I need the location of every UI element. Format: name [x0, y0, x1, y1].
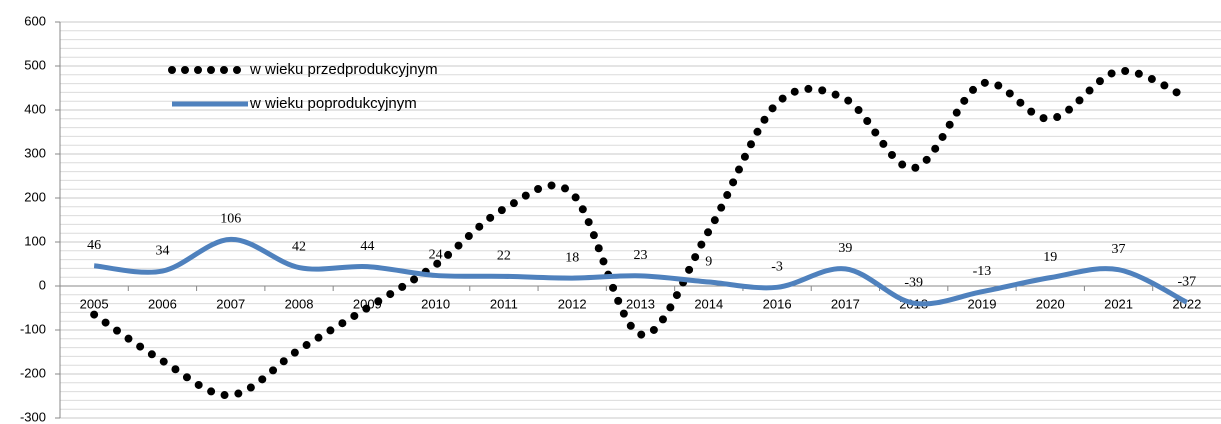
data-label: 44	[360, 239, 374, 254]
x-tick-label: 2016	[763, 296, 792, 311]
data-label: -37	[1178, 274, 1197, 289]
legend-label: w wieku przedprodukcyjnym	[249, 61, 438, 78]
y-tick-label: -200	[20, 365, 46, 380]
y-tick-label: 0	[39, 277, 46, 292]
data-label: 24	[429, 248, 443, 263]
series-line	[93, 236, 1188, 307]
data-label: 39	[838, 241, 852, 256]
data-label: 42	[292, 240, 306, 255]
x-tick-label: 2012	[558, 296, 587, 311]
data-label: 46	[87, 238, 101, 253]
data-label: -3	[771, 260, 783, 275]
data-label: 9	[705, 254, 712, 269]
data-label: 22	[497, 249, 511, 264]
x-tick-label: 2017	[831, 296, 860, 311]
y-tick-label: -100	[20, 321, 46, 336]
data-label: 34	[155, 243, 169, 258]
data-label: -39	[904, 275, 923, 290]
x-tick-label: 2006	[148, 296, 177, 311]
data-label: 106	[220, 212, 241, 227]
data-label: 37	[1112, 242, 1126, 257]
x-tick-label: 2014	[694, 296, 723, 311]
x-tick-label: 2008	[285, 296, 314, 311]
y-tick-label: 100	[24, 233, 46, 248]
x-tick-label: 2019	[968, 296, 997, 311]
x-tick-label: 2010	[421, 296, 450, 311]
data-label: -13	[973, 264, 992, 279]
x-tick-label: 2013	[626, 296, 655, 311]
legend-label: w wieku poprodukcyjnym	[249, 95, 417, 112]
data-label: 18	[565, 250, 579, 265]
x-tick-label: 2020	[1036, 296, 1065, 311]
series-line	[90, 67, 1191, 400]
x-tick-label: 2021	[1104, 296, 1133, 311]
x-tick-label: 2011	[490, 296, 518, 311]
y-tick-label: 500	[24, 57, 46, 72]
x-tick-label: 2007	[216, 296, 245, 311]
data-label: 19	[1043, 250, 1057, 265]
x-tick-label: 2005	[80, 296, 109, 311]
y-tick-label: 300	[24, 145, 46, 160]
y-tick-label: -300	[20, 409, 46, 424]
y-tick-label: 600	[24, 13, 46, 28]
y-tick-label: 400	[24, 101, 46, 116]
data-label: 23	[634, 248, 648, 263]
y-tick-label: 200	[24, 189, 46, 204]
